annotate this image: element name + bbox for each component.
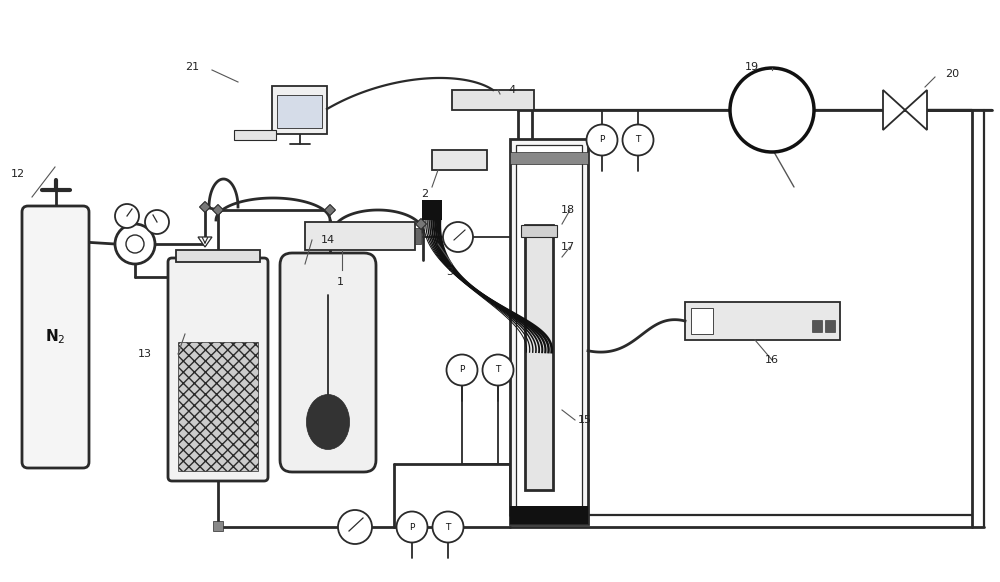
Text: 17: 17 xyxy=(561,242,575,252)
Bar xyxy=(521,225,557,237)
Bar xyxy=(452,90,534,110)
Bar xyxy=(176,250,260,262)
Text: P: P xyxy=(459,365,465,374)
Text: 12: 12 xyxy=(11,169,25,179)
Bar xyxy=(213,521,223,531)
Text: 2: 2 xyxy=(421,189,429,199)
FancyBboxPatch shape xyxy=(280,253,376,472)
Bar xyxy=(516,145,582,518)
Text: P: P xyxy=(409,523,415,531)
FancyBboxPatch shape xyxy=(22,206,89,468)
Circle shape xyxy=(483,354,514,385)
Text: P: P xyxy=(599,136,605,144)
Bar xyxy=(691,308,713,334)
Text: 19: 19 xyxy=(745,62,759,72)
Bar xyxy=(415,228,421,244)
Circle shape xyxy=(433,512,464,542)
Circle shape xyxy=(586,125,618,155)
Bar xyxy=(510,139,588,524)
Text: 14: 14 xyxy=(321,235,335,245)
Circle shape xyxy=(115,224,155,264)
Text: T: T xyxy=(635,136,641,144)
Bar xyxy=(422,200,442,220)
Bar xyxy=(685,302,840,340)
Bar xyxy=(178,342,258,471)
Polygon shape xyxy=(883,90,905,130)
Bar xyxy=(777,100,792,118)
Text: 21: 21 xyxy=(185,62,199,72)
Polygon shape xyxy=(200,201,211,212)
Polygon shape xyxy=(325,204,336,215)
Circle shape xyxy=(622,125,654,155)
Text: 18: 18 xyxy=(561,205,575,215)
Polygon shape xyxy=(198,237,212,247)
Circle shape xyxy=(145,210,169,234)
Bar xyxy=(432,150,487,170)
Polygon shape xyxy=(416,218,426,229)
Polygon shape xyxy=(905,90,927,130)
Bar xyxy=(812,320,822,332)
Text: 1: 1 xyxy=(337,277,344,287)
Polygon shape xyxy=(213,204,224,215)
Bar xyxy=(525,225,553,490)
Text: T: T xyxy=(445,523,451,531)
Bar xyxy=(510,152,588,164)
Text: 15: 15 xyxy=(578,415,592,425)
Bar xyxy=(752,100,767,118)
Text: 13: 13 xyxy=(138,349,152,359)
Circle shape xyxy=(730,68,814,152)
Text: 16: 16 xyxy=(765,355,779,365)
Text: 20: 20 xyxy=(945,69,959,79)
Bar xyxy=(272,86,327,134)
Circle shape xyxy=(115,204,139,228)
Circle shape xyxy=(397,512,428,542)
Bar xyxy=(510,506,588,524)
Circle shape xyxy=(338,510,372,544)
Text: 4: 4 xyxy=(508,85,516,95)
Text: T: T xyxy=(495,365,501,374)
Text: 3: 3 xyxy=(447,267,454,277)
Bar xyxy=(277,95,322,128)
Circle shape xyxy=(443,222,473,252)
FancyBboxPatch shape xyxy=(168,258,268,481)
Ellipse shape xyxy=(306,395,350,449)
Text: N$_2$: N$_2$ xyxy=(45,328,66,346)
Bar xyxy=(305,222,415,250)
Circle shape xyxy=(447,354,478,385)
Bar xyxy=(825,320,835,332)
Bar xyxy=(234,130,276,140)
